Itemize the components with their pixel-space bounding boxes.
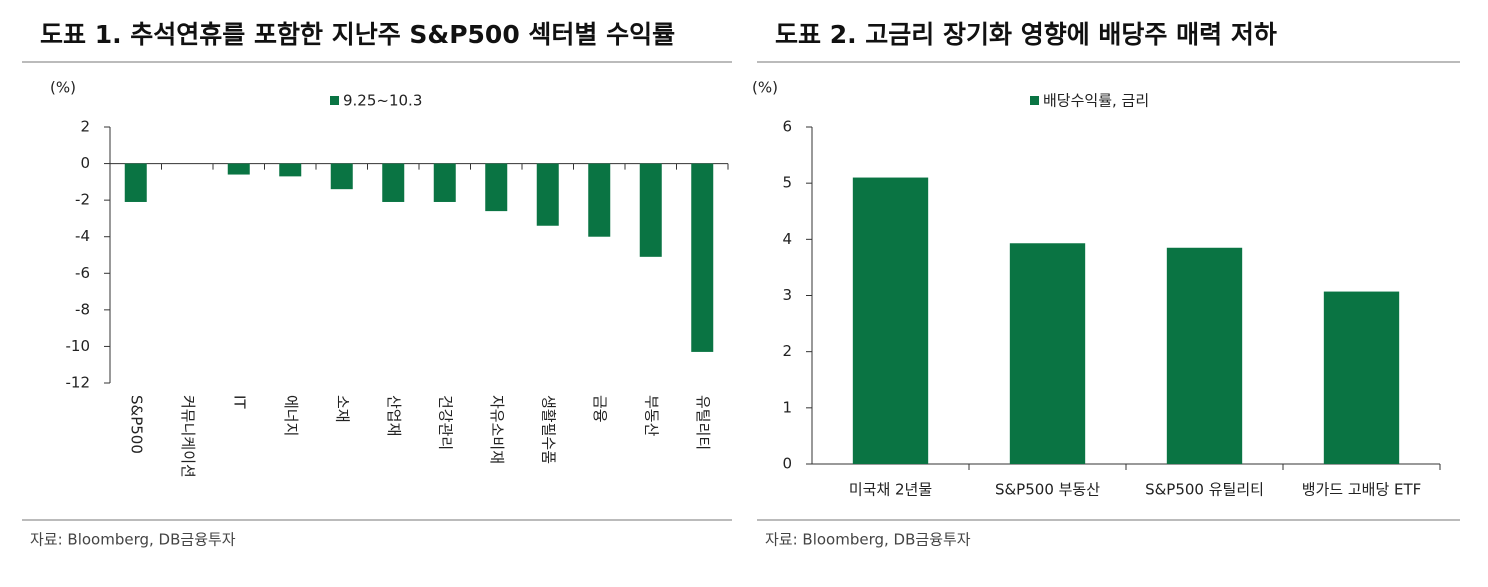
y-tick-label: -6 [75,264,90,282]
x-tick-label: 금융 [591,395,609,423]
source: 자료: Bloomberg, DB금융투자 [30,531,236,549]
legend-label: 9.25~10.3 [343,92,422,110]
x-tick-label: S&P500 유틸리티 [1145,481,1264,499]
y-tick-label: 4 [782,230,792,248]
y-tick-label: -12 [66,374,91,392]
bar [433,163,456,202]
y-tick-label: 1 [782,398,792,416]
y-tick-label: -4 [75,227,90,245]
x-tick-label: 뱅가드 고배당 ETF [1302,481,1422,499]
legend-label: 배당수익률, 금리 [1043,92,1149,110]
x-tick-label: 에너지 [282,395,300,436]
y-tick-label: 6 [782,118,792,136]
x-tick-label: S&P500 부동산 [995,481,1100,499]
x-tick-label: IT [230,395,248,409]
chart-title: 도표 1. 추석연휴를 포함한 지난주 S&P500 섹터별 수익률 [40,20,675,49]
y-tick-label: 3 [782,286,792,304]
x-tick-label: 자유소비재 [488,395,506,464]
source: 자료: Bloomberg, DB금융투자 [765,531,971,549]
bar [227,163,250,175]
bar [1323,291,1400,464]
y-tick-label: 0 [782,455,792,473]
y-tick-label: -2 [75,191,90,209]
y-axis-unit: (%) [50,79,76,97]
bar [588,163,611,237]
x-tick-label: 산업재 [385,395,403,436]
y-tick-label: 2 [782,342,792,360]
y-axis-unit: (%) [752,79,778,97]
legend-swatch [1030,96,1039,105]
x-tick-label: 생활필수품 [539,395,557,464]
bar [330,163,353,190]
x-tick-label: 유틸리티 [694,395,712,450]
y-tick-label: -10 [66,337,91,355]
y-tick-label: 5 [782,174,792,192]
bar [536,163,559,226]
y-tick-label: 2 [80,118,90,136]
bar [691,163,714,352]
y-tick-label: -8 [75,300,90,318]
x-tick-label: 소재 [333,395,351,423]
legend-swatch [330,96,339,105]
bar [1166,247,1243,464]
bar [485,163,508,212]
x-tick-label: 미국채 2년물 [849,481,932,499]
bar [1009,243,1086,464]
y-tick-label: 0 [80,154,90,172]
x-tick-label: 건강관리 [436,395,454,450]
chart-title: 도표 2. 고금리 장기화 영향에 배당주 매력 저하 [775,20,1277,49]
bar [124,163,147,202]
x-tick-label: S&P500 [127,395,145,454]
bar [279,163,302,177]
bar [852,177,929,465]
bar [639,163,662,257]
x-tick-label: 커뮤니케이션 [179,395,197,478]
x-tick-label: 부동산 [642,395,660,437]
bar [382,163,405,202]
